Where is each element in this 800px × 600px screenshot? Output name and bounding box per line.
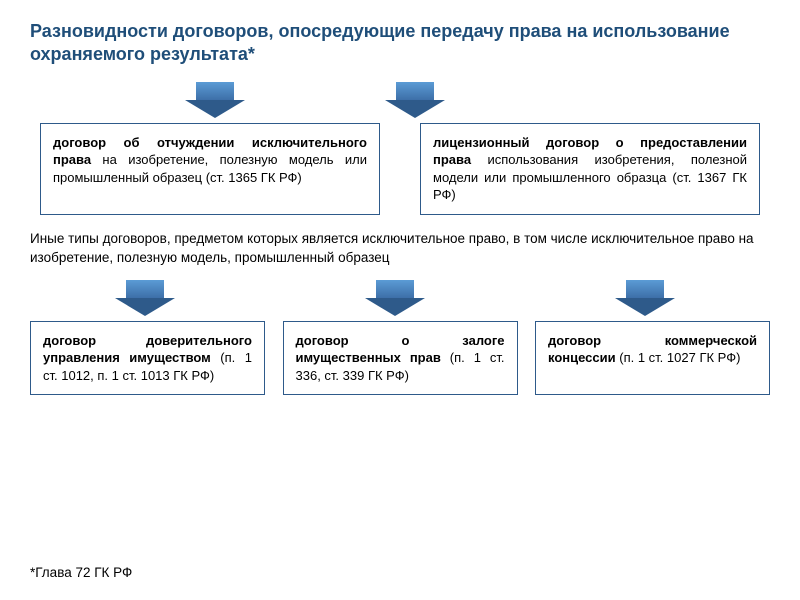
contract-box: договор коммерческой концессии (п. 1 ст.… xyxy=(535,321,770,396)
page-title: Разновидности договоров, опосредующие пе… xyxy=(30,20,770,67)
middle-paragraph: Иные типы договоров, предметом которых я… xyxy=(30,230,770,268)
bottom-boxes-row: договор доверительного управления имущес… xyxy=(30,321,770,396)
contract-box: договор об отчуждении исключительного пр… xyxy=(40,123,380,215)
contract-box: лицензионный договор о предоставлении пр… xyxy=(420,123,760,215)
arrow-down-icon xyxy=(115,280,175,316)
contract-box: договор доверительного управления имущес… xyxy=(30,321,265,396)
box-rest-text: на изобретение, полезную модель или пром… xyxy=(53,152,367,185)
arrow-down-icon xyxy=(365,280,425,316)
contract-box: договор о залоге имущественных прав (п. … xyxy=(283,321,518,396)
top-arrows-row xyxy=(30,82,770,118)
arrow-down-icon xyxy=(185,82,245,118)
box-rest-text: использования изобретения, полезной моде… xyxy=(433,152,747,202)
footnote: *Глава 72 ГК РФ xyxy=(30,565,132,580)
arrow-down-icon xyxy=(615,280,675,316)
bottom-arrows-row xyxy=(30,280,770,316)
box-rest-text: (п. 1 ст. 1027 ГК РФ) xyxy=(616,350,741,365)
top-boxes-row: договор об отчуждении исключительного пр… xyxy=(30,123,770,215)
arrow-down-icon xyxy=(385,82,445,118)
